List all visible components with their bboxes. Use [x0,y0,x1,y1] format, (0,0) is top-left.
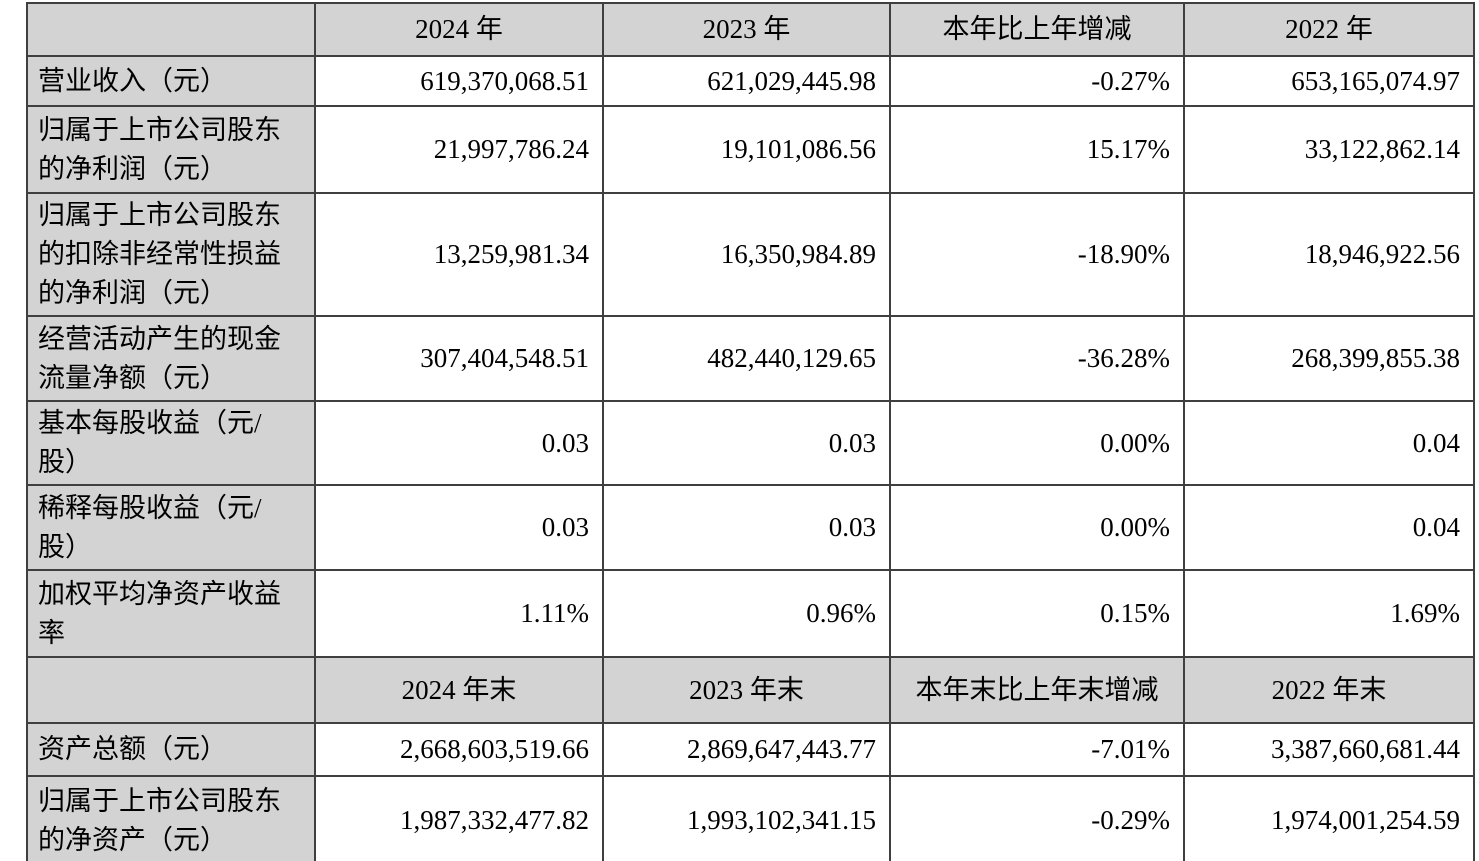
row-label: 资产总额（元） [26,722,316,777]
cell-change: -18.90% [889,192,1185,317]
row-label: 基本每股收益（元/ 股） [26,400,316,486]
cell-2024: 307,404,548.51 [314,315,604,402]
cell-change: -0.29% [889,775,1185,861]
corner-cell [26,656,316,724]
row-label: 加权平均净资产收益 率 [26,569,316,658]
cell-2022: 653,165,074.97 [1183,55,1475,107]
cell-change: -0.27% [889,55,1185,107]
cell-2024: 0.03 [314,484,604,571]
table-row: 基本每股收益（元/ 股） 0.03 0.03 0.00% 0.04 [26,400,1475,486]
column-header-2022: 2022 年 [1183,2,1475,57]
column-header-2022-end: 2022 年末 [1183,656,1475,724]
column-header-change-end: 本年末比上年末增减 [889,656,1185,724]
column-header-change: 本年比上年增减 [889,2,1185,57]
cell-2022: 1,974,001,254.59 [1183,775,1475,861]
financial-summary-table: 2024 年 2023 年 本年比上年增减 2022 年 营业收入（元） 619… [26,2,1475,861]
row-label: 营业收入（元） [26,55,316,107]
cell-2023: 16,350,984.89 [602,192,891,317]
cell-change: -36.28% [889,315,1185,402]
cell-2024: 13,259,981.34 [314,192,604,317]
cell-2022: 0.04 [1183,400,1475,486]
cell-2023: 482,440,129.65 [602,315,891,402]
cell-2024: 0.03 [314,400,604,486]
cell-2023: 0.96% [602,569,891,658]
cell-change: 0.00% [889,484,1185,571]
table-row: 归属于上市公司股东 的净资产（元） 1,987,332,477.82 1,993… [26,775,1475,861]
cell-2023: 19,101,086.56 [602,105,891,194]
cell-2024: 1,987,332,477.82 [314,775,604,861]
cell-2024: 1.11% [314,569,604,658]
table-row-header-yearend: 2024 年末 2023 年末 本年末比上年末增减 2022 年末 [26,656,1475,724]
cell-2022: 0.04 [1183,484,1475,571]
cell-2022: 3,387,660,681.44 [1183,722,1475,777]
row-label: 经营活动产生的现金 流量净额（元） [26,315,316,402]
column-header-2023: 2023 年 [602,2,891,57]
corner-cell [26,2,316,57]
row-label: 归属于上市公司股东 的净资产（元） [26,775,316,861]
cell-2024: 2,668,603,519.66 [314,722,604,777]
cell-2023: 1,993,102,341.15 [602,775,891,861]
cell-2022: 18,946,922.56 [1183,192,1475,317]
table-row-header-annual: 2024 年 2023 年 本年比上年增减 2022 年 [26,2,1475,57]
table-row: 归属于上市公司股东 的扣除非经常性损益 的净利润（元） 13,259,981.3… [26,192,1475,317]
cell-2023: 2,869,647,443.77 [602,722,891,777]
table-row: 营业收入（元） 619,370,068.51 621,029,445.98 -0… [26,55,1475,107]
cell-2022: 268,399,855.38 [1183,315,1475,402]
cell-2022: 33,122,862.14 [1183,105,1475,194]
cell-2023: 0.03 [602,400,891,486]
table-row: 稀释每股收益（元/ 股） 0.03 0.03 0.00% 0.04 [26,484,1475,571]
row-label: 稀释每股收益（元/ 股） [26,484,316,571]
cell-change: -7.01% [889,722,1185,777]
cell-change: 15.17% [889,105,1185,194]
column-header-2023-end: 2023 年末 [602,656,891,724]
column-header-2024-end: 2024 年末 [314,656,604,724]
cell-2023: 621,029,445.98 [602,55,891,107]
cell-2024: 21,997,786.24 [314,105,604,194]
cell-change: 0.00% [889,400,1185,486]
table-row: 资产总额（元） 2,668,603,519.66 2,869,647,443.7… [26,722,1475,777]
table-row: 经营活动产生的现金 流量净额（元） 307,404,548.51 482,440… [26,315,1475,402]
cell-2024: 619,370,068.51 [314,55,604,107]
row-label: 归属于上市公司股东 的扣除非经常性损益 的净利润（元） [26,192,316,317]
row-label: 归属于上市公司股东 的净利润（元） [26,105,316,194]
table-row: 归属于上市公司股东 的净利润（元） 21,997,786.24 19,101,0… [26,105,1475,194]
column-header-2024: 2024 年 [314,2,604,57]
table-row: 加权平均净资产收益 率 1.11% 0.96% 0.15% 1.69% [26,569,1475,658]
cell-2023: 0.03 [602,484,891,571]
cell-2022: 1.69% [1183,569,1475,658]
cell-change: 0.15% [889,569,1185,658]
